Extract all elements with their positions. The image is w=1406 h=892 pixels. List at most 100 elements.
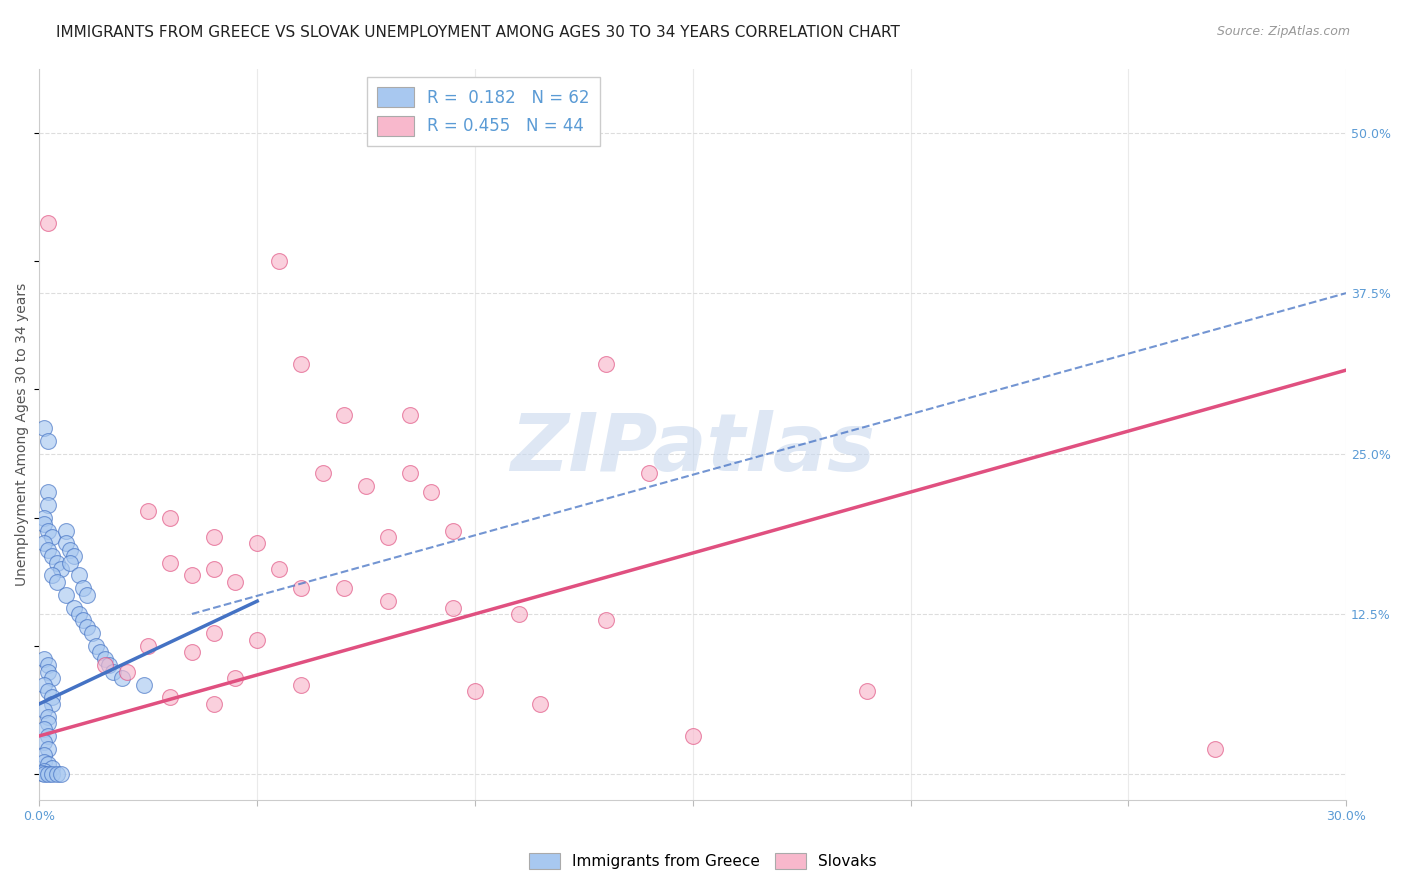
Point: [595, 357, 617, 371]
Point: [32, 767, 55, 781]
Point: [37, 684, 59, 698]
Point: [377, 594, 399, 608]
Point: [98, 658, 121, 673]
Point: [311, 466, 333, 480]
Point: [333, 582, 356, 596]
Point: [45, 556, 67, 570]
Point: [94, 652, 117, 666]
Point: [32, 748, 55, 763]
Point: [37, 215, 59, 229]
Point: [267, 562, 290, 576]
Point: [59, 542, 82, 557]
Point: [267, 254, 290, 268]
Point: [51, 562, 73, 576]
Point: [290, 582, 312, 596]
Point: [45, 767, 67, 781]
Point: [67, 568, 90, 582]
Point: [202, 626, 225, 640]
Text: ZIPatlas: ZIPatlas: [510, 410, 876, 488]
Legend: R =  0.182   N = 62, R = 0.455   N = 44: R = 0.182 N = 62, R = 0.455 N = 44: [367, 77, 600, 146]
Point: [246, 632, 269, 647]
Point: [32, 677, 55, 691]
Point: [37, 729, 59, 743]
Point: [37, 524, 59, 538]
Point: [76, 620, 98, 634]
Point: [180, 645, 202, 659]
Point: [94, 658, 117, 673]
Point: [682, 729, 704, 743]
Point: [31, 766, 53, 780]
Y-axis label: Unemployment Among Ages 30 to 34 years: Unemployment Among Ages 30 to 34 years: [15, 283, 30, 586]
Point: [51, 767, 73, 781]
Point: [72, 614, 94, 628]
Point: [333, 408, 356, 422]
Point: [67, 607, 90, 621]
Point: [55, 588, 77, 602]
Point: [132, 677, 155, 691]
Point: [59, 556, 82, 570]
Point: [41, 767, 63, 781]
Point: [72, 582, 94, 596]
Point: [32, 735, 55, 749]
Point: [103, 665, 125, 679]
Point: [111, 671, 134, 685]
Point: [420, 485, 443, 500]
Point: [37, 665, 59, 679]
Point: [420, 126, 443, 140]
Point: [224, 574, 246, 589]
Point: [180, 568, 202, 582]
Point: [37, 434, 59, 448]
Point: [55, 524, 77, 538]
Point: [638, 466, 661, 480]
Point: [202, 530, 225, 544]
Point: [246, 536, 269, 550]
Point: [55, 536, 77, 550]
Point: [354, 478, 377, 492]
Point: [398, 466, 420, 480]
Point: [32, 723, 55, 737]
Text: IMMIGRANTS FROM GREECE VS SLOVAK UNEMPLOYMENT AMONG AGES 30 TO 34 YEARS CORRELAT: IMMIGRANTS FROM GREECE VS SLOVAK UNEMPLO…: [56, 25, 900, 40]
Point: [441, 600, 464, 615]
Point: [32, 510, 55, 524]
Point: [80, 626, 103, 640]
Point: [32, 755, 55, 769]
Point: [89, 645, 111, 659]
Point: [63, 600, 86, 615]
Point: [856, 684, 879, 698]
Point: [37, 485, 59, 500]
Point: [224, 671, 246, 685]
Point: [159, 556, 181, 570]
Text: Source: ZipAtlas.com: Source: ZipAtlas.com: [1216, 25, 1350, 38]
Point: [76, 588, 98, 602]
Point: [32, 536, 55, 550]
Point: [377, 530, 399, 544]
Point: [41, 671, 63, 685]
Point: [159, 510, 181, 524]
Point: [290, 357, 312, 371]
Point: [37, 542, 59, 557]
Point: [37, 709, 59, 723]
Point: [32, 421, 55, 435]
Point: [290, 677, 312, 691]
Point: [398, 408, 420, 422]
Point: [37, 757, 59, 772]
Point: [41, 549, 63, 564]
Point: [202, 562, 225, 576]
Point: [37, 716, 59, 731]
Point: [441, 524, 464, 538]
Point: [159, 690, 181, 705]
Point: [508, 607, 530, 621]
Point: [84, 639, 107, 653]
Point: [595, 614, 617, 628]
Point: [41, 530, 63, 544]
Point: [32, 703, 55, 717]
Point: [529, 697, 551, 711]
Point: [41, 761, 63, 775]
Point: [41, 568, 63, 582]
Point: [37, 498, 59, 512]
Point: [45, 574, 67, 589]
Point: [37, 767, 59, 781]
Point: [32, 652, 55, 666]
Point: [136, 504, 159, 518]
Point: [32, 517, 55, 532]
